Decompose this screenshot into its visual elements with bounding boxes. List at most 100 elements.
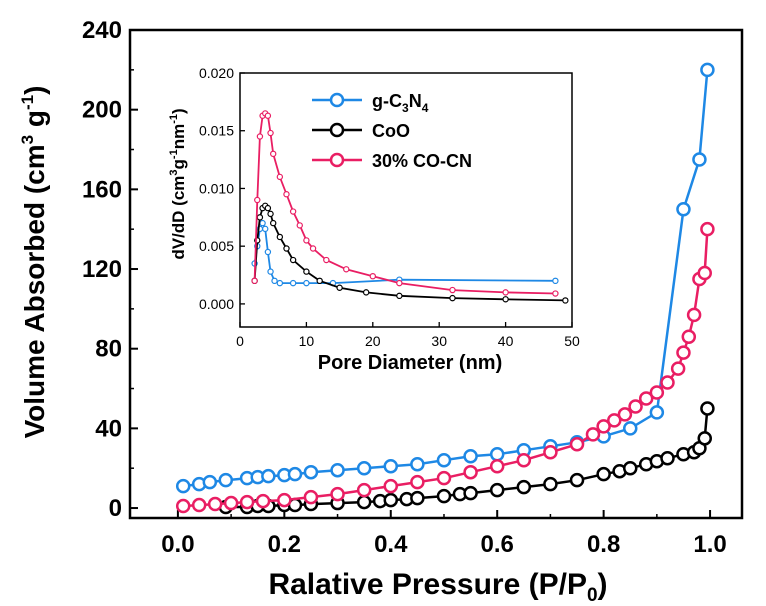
main-y-tick-label: 0 xyxy=(109,495,122,522)
main-point-gcn xyxy=(202,474,218,490)
inset-point-cocn xyxy=(251,277,258,285)
inset-y-label-text: dV/dD (cm xyxy=(169,176,188,260)
main-y-tick-label: 200 xyxy=(82,97,122,124)
inset-point-cocn xyxy=(270,150,277,158)
inset-x-tick-label: 30 xyxy=(431,333,447,349)
main-y-label-sup1: 3 xyxy=(18,135,37,144)
main-point-gcn xyxy=(410,456,425,472)
main-point-gcn xyxy=(303,464,319,480)
main-point-cocn xyxy=(700,221,715,237)
main-point-cocn xyxy=(649,385,665,400)
main-y-tick-label: 120 xyxy=(82,256,122,283)
inset-point-coo xyxy=(264,204,272,212)
inset-point-cocn xyxy=(289,208,297,215)
inset-point-coo xyxy=(256,214,264,221)
inset-point-gcn xyxy=(289,279,297,287)
inset-x-tick-label: 50 xyxy=(564,333,580,349)
main-point-cocn xyxy=(191,497,207,513)
main-point-cocn xyxy=(638,391,654,406)
main-point-cocn xyxy=(463,464,478,480)
inset-y-tick-label: 0.000 xyxy=(199,296,234,312)
inset-x-tick-label: 20 xyxy=(365,333,381,349)
inset-point-gcn xyxy=(259,219,266,227)
legend-label-cocn: 30% CO-CN xyxy=(372,151,472,171)
main-point-cocn xyxy=(697,265,712,281)
inset-point-coo xyxy=(270,219,277,227)
inset-plot-frame xyxy=(239,72,573,328)
main-point-coo xyxy=(383,492,399,508)
main-x-tick-label: 0.2 xyxy=(268,531,301,558)
main-point-gcn xyxy=(383,458,399,474)
inset-point-coo xyxy=(283,245,290,252)
main-point-coo xyxy=(436,488,452,504)
main-point-cocn xyxy=(607,413,622,428)
inset-x-tick-label: 40 xyxy=(498,333,514,349)
inset-point-coo xyxy=(396,292,403,300)
inset-point-gcn xyxy=(303,279,310,287)
main-point-cocn xyxy=(383,478,399,494)
main-x-tick-label: 0.0 xyxy=(161,531,194,558)
inset-point-cocn xyxy=(502,289,509,296)
main-point-cocn xyxy=(516,452,532,468)
main-point-cocn xyxy=(255,493,271,509)
main-point-cocn xyxy=(303,489,319,505)
main-point-coo xyxy=(660,450,675,466)
inset-point-gcn xyxy=(276,279,284,287)
main-y-tick-label: 240 xyxy=(82,17,122,44)
inset-legend: g-C3N4 CoO 30% CO-CN xyxy=(312,91,472,171)
main-point-coo xyxy=(569,472,585,488)
main-y-tick-label: 160 xyxy=(82,176,122,203)
main-point-coo xyxy=(622,460,638,476)
legend-label-coo: CoO xyxy=(372,121,410,141)
main-series-group xyxy=(175,62,715,515)
main-point-gcn xyxy=(261,468,276,484)
main-point-gcn xyxy=(692,152,707,167)
main-point-cocn xyxy=(175,498,191,514)
inset-y-label-mid: g xyxy=(169,159,188,169)
main-point-cocn xyxy=(585,427,601,442)
main-x-axis-label: Ralative Pressure (P/P0) xyxy=(268,568,607,606)
inset-point-gcn xyxy=(552,277,559,285)
main-plot-border xyxy=(128,28,744,520)
inset-axis-ticks: 0 10 20 30 40 50 0.000 0.005 0.010 0.015 0.020 xyxy=(199,65,580,349)
main-point-gcn xyxy=(649,405,665,420)
main-point-cocn xyxy=(330,486,345,502)
main-x-label-text: Ralative Pressure (P/P xyxy=(268,568,587,601)
main-x-tick-label: 0.8 xyxy=(587,531,620,558)
main-point-gcn xyxy=(287,466,303,482)
inset-point-cocn xyxy=(369,273,376,280)
legend-marker-gcn xyxy=(329,92,345,108)
main-point-cocn xyxy=(356,482,372,498)
inset-point-cocn xyxy=(267,129,274,137)
inset-y-tick-label: 0.015 xyxy=(199,123,234,139)
inset-y-tick-label: 0.010 xyxy=(199,180,234,196)
main-y-label-text: Volume Absorbed (cm xyxy=(19,144,50,438)
main-y-axis-label: Volume Absorbed (cm3 g-1) xyxy=(18,86,50,439)
inset-point-coo xyxy=(449,294,456,302)
inset-point-coo xyxy=(362,289,370,296)
main-x-tick-label: 1.0 xyxy=(693,531,726,558)
main-point-cocn xyxy=(223,495,239,511)
main-point-cocn xyxy=(670,361,686,376)
inset-y-label-sup1: 3 xyxy=(168,169,180,175)
main-point-cocn xyxy=(676,345,691,360)
legend-marker-cocn xyxy=(329,152,345,168)
main-point-gcn xyxy=(436,452,452,468)
legend-label-gcn: g-C3N4 xyxy=(372,91,429,115)
inset-point-cocn xyxy=(264,112,272,119)
inset-y-tick-label: 0.020 xyxy=(199,65,234,81)
main-y-label-sup2: -1 xyxy=(18,95,37,110)
main-point-coo xyxy=(543,476,558,492)
main-y-tick-label: 40 xyxy=(95,415,122,442)
main-point-coo xyxy=(596,466,611,482)
inset-x-tick-label: 10 xyxy=(299,333,315,349)
inset-point-cocn xyxy=(343,266,350,273)
inset-point-cocn xyxy=(296,222,303,229)
main-plot-frame xyxy=(128,28,744,520)
main-point-cocn xyxy=(569,437,585,452)
main-point-coo xyxy=(356,494,372,510)
main-x-label-end: ) xyxy=(598,568,608,601)
main-point-cocn xyxy=(410,474,425,490)
